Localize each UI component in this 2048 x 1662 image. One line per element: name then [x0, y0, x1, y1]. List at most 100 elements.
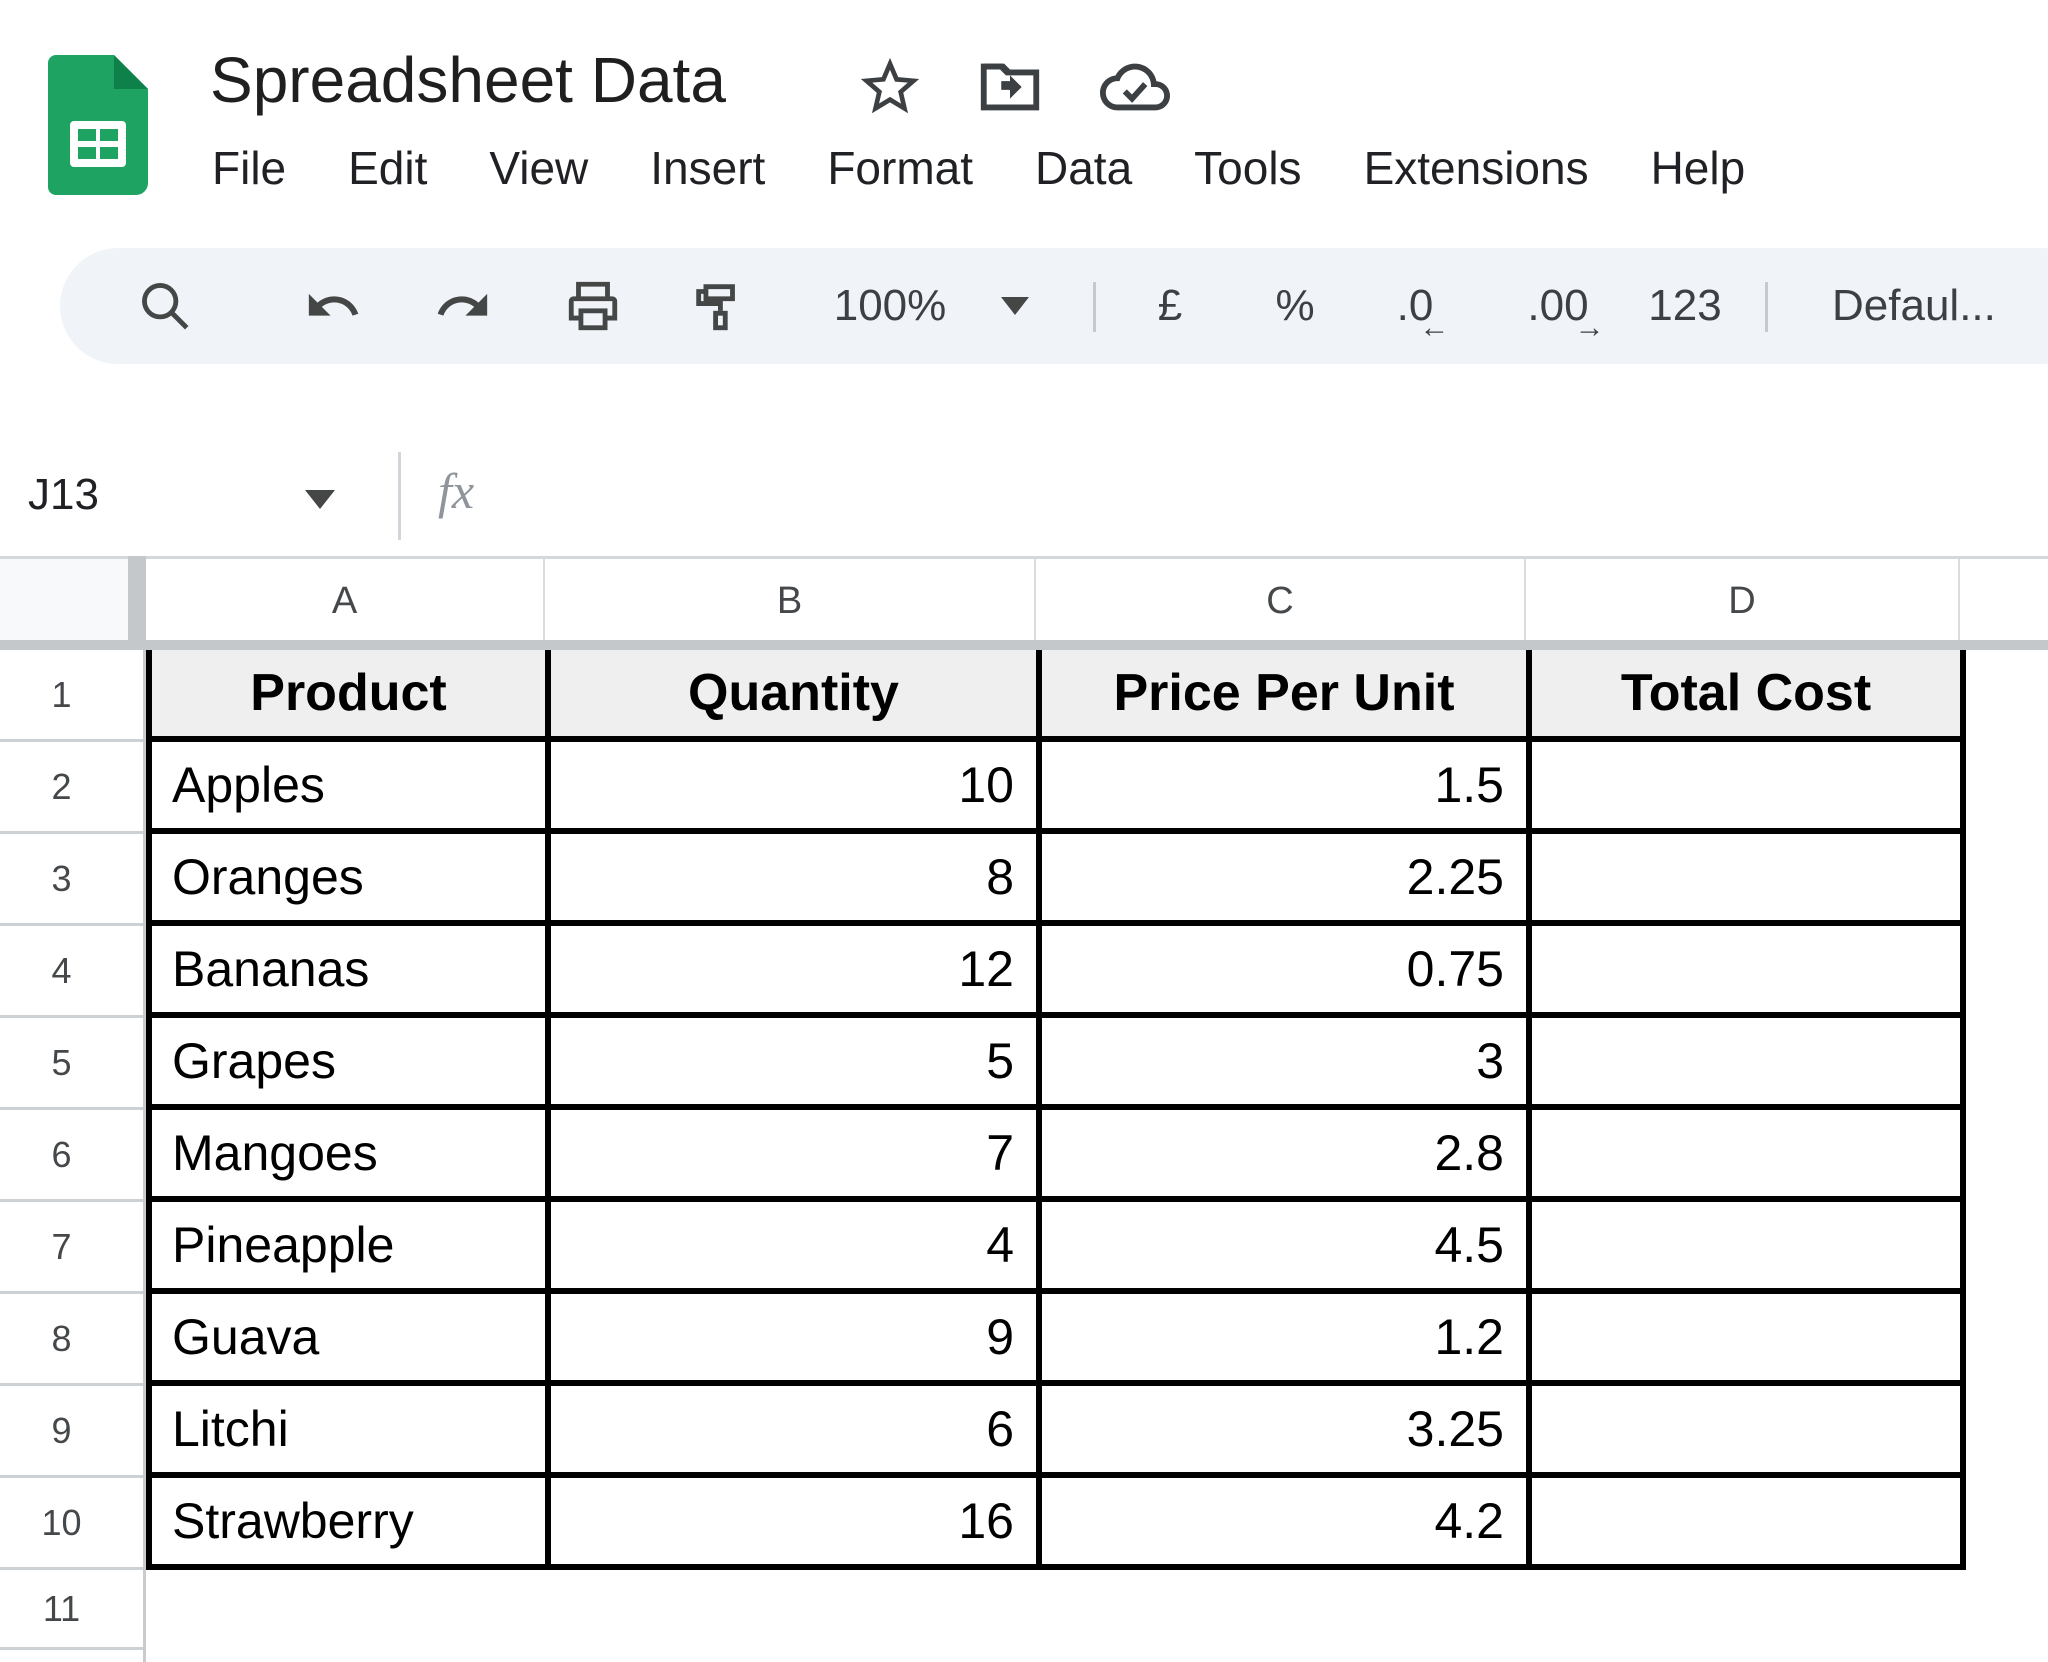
cell[interactable]	[1532, 834, 1966, 926]
cell[interactable]	[1532, 742, 1966, 834]
menu-item-format[interactable]: Format	[827, 142, 973, 194]
row-headers: 1 2 3 4 5 6 7 8 9 10 11	[0, 650, 146, 1662]
menu-item-view[interactable]: View	[489, 142, 589, 194]
toolbar-divider	[1765, 282, 1768, 332]
row-header-11[interactable]: 11	[0, 1570, 143, 1650]
cell[interactable]: 6	[551, 1386, 1042, 1478]
row-header-1[interactable]: 1	[0, 650, 143, 742]
search-icon[interactable]	[105, 248, 225, 364]
zoom-level[interactable]: 100%	[833, 281, 947, 330]
header-cell[interactable]: Price Per Unit	[1042, 650, 1532, 742]
menu-item-edit[interactable]: Edit	[348, 142, 428, 194]
row-header-9[interactable]: 9	[0, 1386, 143, 1478]
header-cell[interactable]: Product	[152, 650, 551, 742]
cell[interactable]: 2.8	[1042, 1110, 1532, 1202]
menu-item-extensions[interactable]: Extensions	[1363, 142, 1589, 194]
star-icon[interactable]	[855, 52, 925, 122]
cell[interactable]: Mangoes	[152, 1110, 551, 1202]
zoom-dropdown-icon[interactable]	[995, 248, 1035, 364]
column-header-C[interactable]: C	[1036, 559, 1526, 643]
cell[interactable]: 3	[1042, 1018, 1532, 1110]
increase-decimals-button[interactable]: .00 →	[1527, 281, 1605, 344]
cell[interactable]: 3.25	[1042, 1386, 1532, 1478]
table-row: Apples 10 1.5	[152, 742, 1966, 834]
table-row: Strawberry 16 4.2	[152, 1478, 1966, 1570]
column-header-A[interactable]: A	[146, 559, 545, 643]
cell[interactable]: 16	[551, 1478, 1042, 1570]
menu-item-help[interactable]: Help	[1650, 142, 1746, 194]
cell[interactable]: 4.5	[1042, 1202, 1532, 1294]
cell[interactable]: 7	[551, 1110, 1042, 1202]
cell[interactable]	[1532, 926, 1966, 1018]
row-header-4[interactable]: 4	[0, 926, 143, 1018]
cell[interactable]	[1532, 1478, 1966, 1570]
more-formats-button[interactable]: 123	[1648, 281, 1722, 330]
cell[interactable]: 12	[551, 926, 1042, 1018]
move-to-folder-icon[interactable]	[975, 52, 1045, 122]
document-title[interactable]: Spreadsheet Data	[210, 44, 726, 116]
select-all-corner[interactable]	[0, 559, 128, 643]
cell[interactable]: 5	[551, 1018, 1042, 1110]
cell[interactable]: Pineapple	[152, 1202, 551, 1294]
table-header-row: Product Quantity Price Per Unit Total Cost	[152, 650, 1966, 742]
cell[interactable]: Oranges	[152, 834, 551, 926]
currency-format-button[interactable]: £	[1157, 281, 1183, 330]
cell[interactable]: 10	[551, 742, 1042, 834]
print-icon[interactable]	[533, 248, 653, 364]
font-selector[interactable]: Defaul...	[1832, 281, 1996, 330]
name-box-dropdown-icon[interactable]	[305, 490, 335, 509]
table-row: Bananas 12 0.75	[152, 926, 1966, 1018]
header-cell[interactable]: Total Cost	[1532, 650, 1966, 742]
row-header-10[interactable]: 10	[0, 1478, 143, 1570]
decrease-decimals-button[interactable]: .0 ←	[1396, 281, 1450, 344]
table-row: Guava 9 1.2	[152, 1294, 1966, 1386]
table-row: Oranges 8 2.25	[152, 834, 1966, 926]
cell[interactable]: 2.25	[1042, 834, 1532, 926]
row-header-3[interactable]: 3	[0, 834, 143, 926]
cell[interactable]: 0.75	[1042, 926, 1532, 1018]
redo-icon[interactable]	[403, 248, 523, 364]
cell[interactable]	[1532, 1110, 1966, 1202]
cell[interactable]: 1.2	[1042, 1294, 1532, 1386]
paint-format-icon[interactable]	[658, 248, 778, 364]
increase-decimals-arrow-icon: →	[1574, 311, 1605, 344]
cell[interactable]: 9	[551, 1294, 1042, 1386]
row-header-2[interactable]: 2	[0, 742, 143, 834]
row-header-6[interactable]: 6	[0, 1110, 143, 1202]
cell[interactable]: Bananas	[152, 926, 551, 1018]
menu-item-tools[interactable]: Tools	[1194, 142, 1302, 194]
table-row: Mangoes 7 2.8	[152, 1110, 1966, 1202]
column-header-D[interactable]: D	[1526, 559, 1960, 643]
cell[interactable]: Guava	[152, 1294, 551, 1386]
cell[interactable]: 4.2	[1042, 1478, 1532, 1570]
cloud-saved-icon[interactable]	[1100, 52, 1170, 122]
cell[interactable]: Strawberry	[152, 1478, 551, 1570]
column-header-B[interactable]: B	[545, 559, 1036, 643]
cell[interactable]: 1.5	[1042, 742, 1532, 834]
header-cell[interactable]: Quantity	[551, 650, 1042, 742]
fx-icon: fx	[438, 463, 475, 519]
header-separator-horizontal	[0, 640, 2048, 650]
cell[interactable]	[1532, 1294, 1966, 1386]
sheets-logo-icon[interactable]	[48, 55, 148, 195]
cell[interactable]: Grapes	[152, 1018, 551, 1110]
cell[interactable]: 4	[551, 1202, 1042, 1294]
row-header-7[interactable]: 7	[0, 1202, 143, 1294]
cell[interactable]: Litchi	[152, 1386, 551, 1478]
cell[interactable]: Apples	[152, 742, 551, 834]
percent-format-button[interactable]: %	[1275, 281, 1315, 330]
row-header-8[interactable]: 8	[0, 1294, 143, 1386]
menu-item-data[interactable]: Data	[1035, 142, 1133, 194]
menu-item-insert[interactable]: Insert	[650, 142, 766, 194]
cell[interactable]	[1532, 1018, 1966, 1110]
cell[interactable]: 8	[551, 834, 1042, 926]
cell[interactable]	[1532, 1202, 1966, 1294]
name-box[interactable]: J13	[28, 470, 99, 519]
cell[interactable]	[1532, 1386, 1966, 1478]
table-row: Grapes 5 3	[152, 1018, 1966, 1110]
undo-icon[interactable]	[273, 248, 393, 364]
menu-item-file[interactable]: File	[212, 142, 287, 194]
row-header-5[interactable]: 5	[0, 1018, 143, 1110]
formula-bar-divider	[398, 452, 401, 540]
